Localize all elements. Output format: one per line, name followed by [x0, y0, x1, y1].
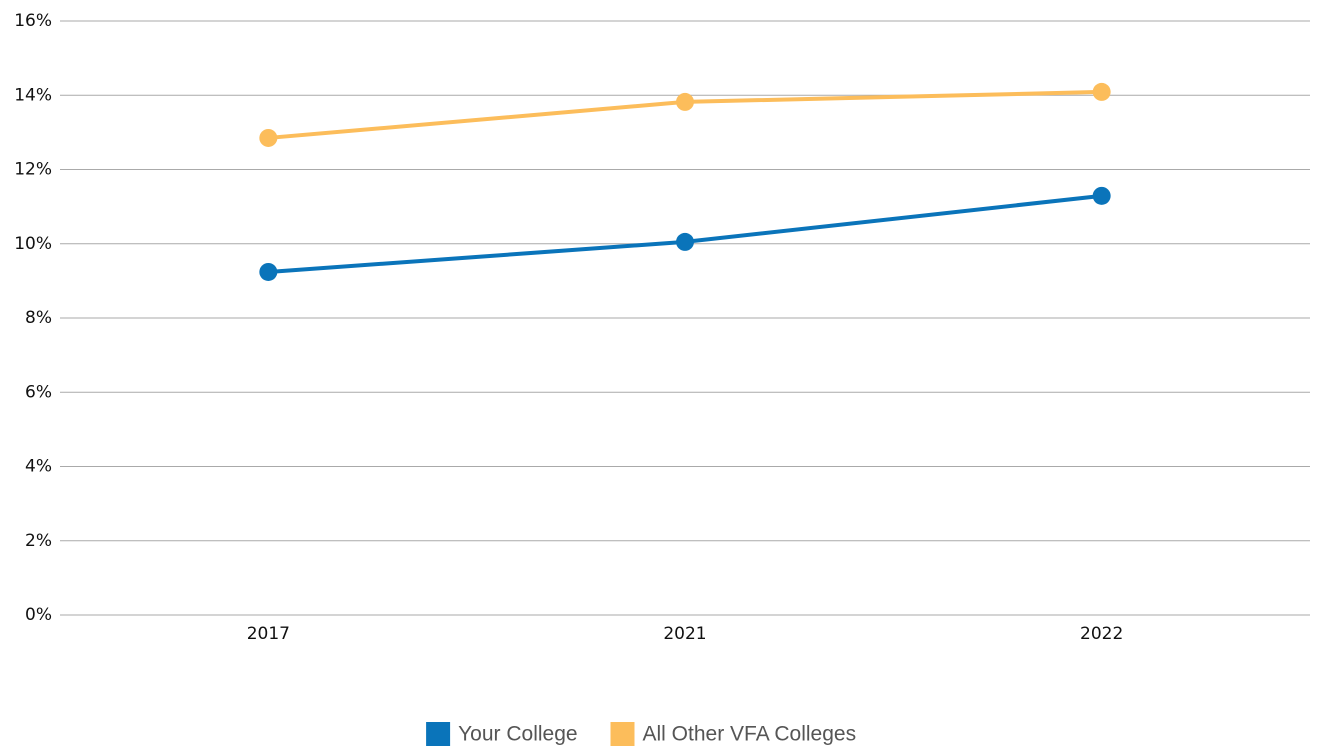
legend-label: All Other VFA Colleges — [643, 723, 857, 746]
point — [676, 232, 694, 251]
point — [1092, 186, 1111, 205]
y-tick-label: 12% — [14, 160, 52, 180]
legend-swatch — [610, 722, 635, 746]
y-tick-label: 4% — [25, 457, 52, 477]
y-tick-label: 16% — [14, 11, 52, 31]
point — [259, 128, 278, 147]
y-tick-label: 10% — [14, 234, 52, 254]
y-tick-label: 6% — [25, 382, 52, 402]
x-tick-label: 2021 — [663, 624, 706, 644]
point — [259, 262, 278, 281]
y-tick-label: 0% — [25, 605, 52, 625]
point — [676, 92, 694, 111]
legend-label: Your College — [458, 723, 577, 746]
x-tick-label: 2017 — [247, 624, 290, 644]
point — [1092, 82, 1111, 101]
y-tick-label: 14% — [14, 85, 52, 105]
x-tick-label: 2022 — [1080, 624, 1123, 644]
y-tick-label: 2% — [25, 531, 52, 551]
y-tick-label: 8% — [25, 308, 52, 328]
legend-swatch — [426, 722, 451, 746]
